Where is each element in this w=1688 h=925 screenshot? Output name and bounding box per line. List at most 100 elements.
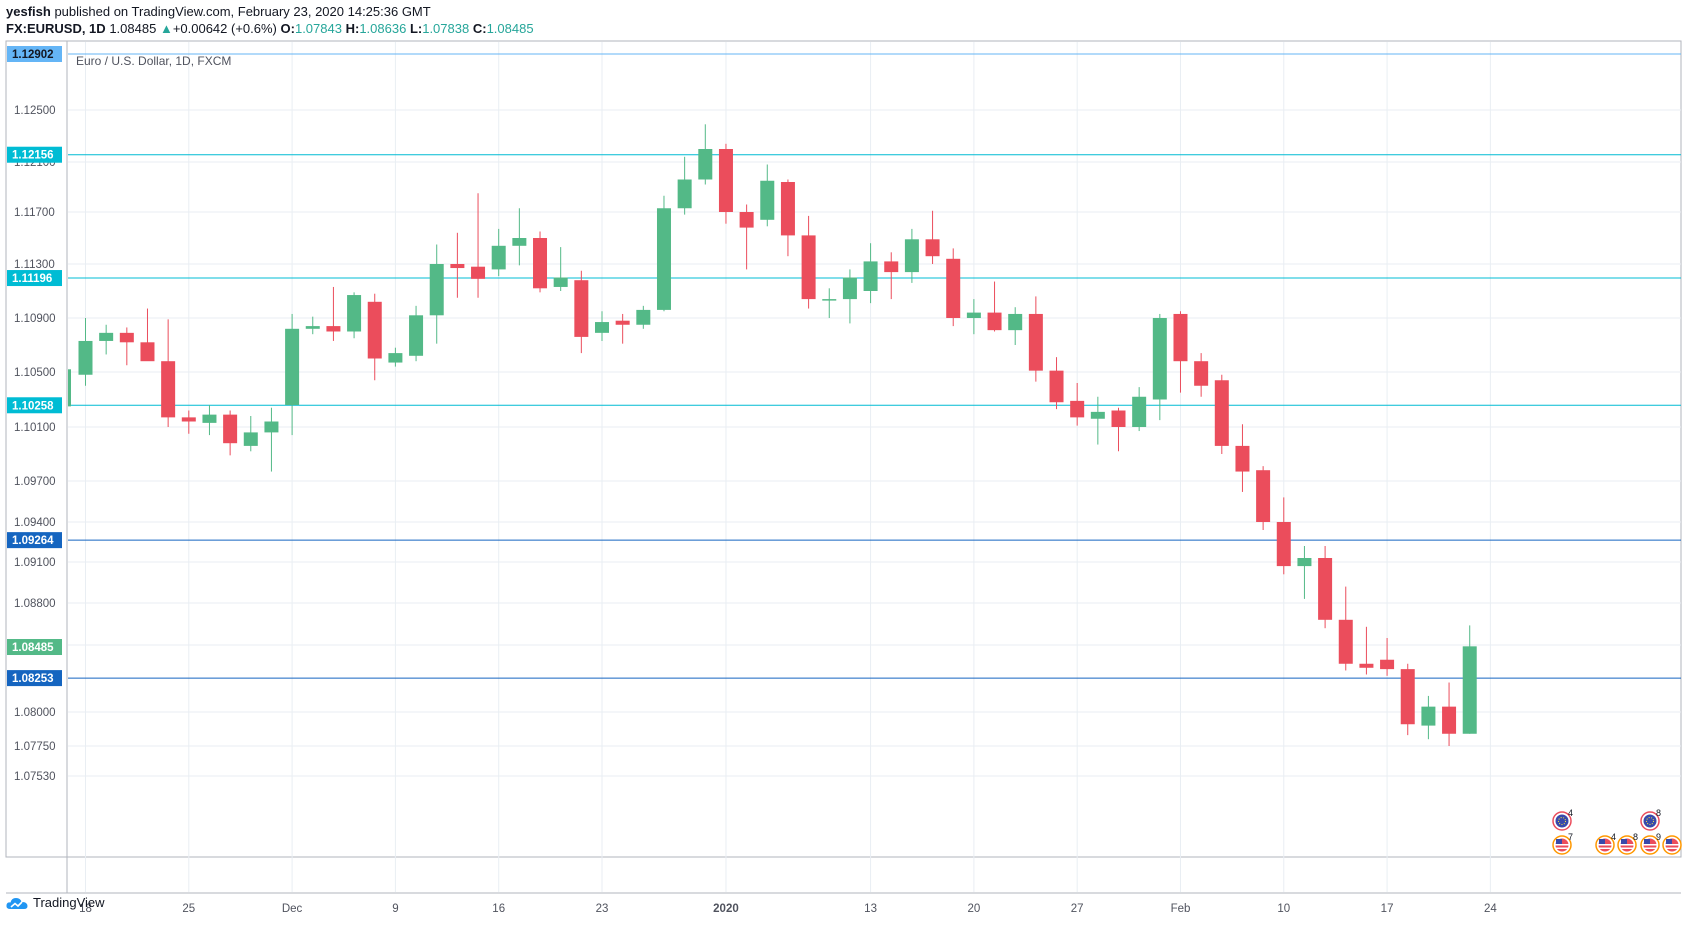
- chart-frame: [5, 40, 1682, 858]
- candle-body-down: [1380, 659, 1395, 670]
- candle-body-down: [1359, 663, 1374, 668]
- time-tick-label: 23: [596, 903, 609, 915]
- candle-body-down: [1256, 470, 1271, 522]
- candle-body-up: [822, 299, 837, 301]
- candle-body-up: [512, 238, 527, 246]
- price-tick-label: 1.10500: [14, 367, 56, 379]
- low-label: L:: [409, 21, 423, 36]
- price-tick-label: 1.09100: [14, 557, 56, 569]
- published-text: published on TradingView.com, February 2…: [54, 4, 431, 19]
- last-price-label: 1.08485: [12, 642, 54, 654]
- horizontal-line-price-label: 1.09264: [12, 535, 54, 547]
- candle-body-up: [1462, 646, 1477, 734]
- low-value: 1.07838: [422, 21, 470, 36]
- candle-body-up: [1008, 313, 1023, 331]
- candle-body-down: [574, 280, 589, 337]
- candle-body-down: [1318, 558, 1333, 620]
- price-axis: 1.125001.121001.117001.113001.109001.105…: [7, 46, 62, 783]
- horizontal-line-price-badge: [7, 270, 62, 287]
- candle-body-up: [904, 239, 919, 273]
- candle-body-up: [677, 179, 692, 209]
- high-label: H:: [345, 21, 360, 36]
- candle-body-up: [1421, 706, 1436, 726]
- eu-flag-icon[interactable]: 4: [1552, 808, 1573, 831]
- price-tick-label: 1.11700: [14, 207, 55, 219]
- event-count: 8: [1633, 832, 1638, 842]
- price-tick-label: 1.11300: [14, 259, 55, 271]
- grid-lines: [68, 42, 1681, 892]
- time-tick-label: 2020: [713, 903, 739, 915]
- event-count: 9: [1656, 832, 1661, 842]
- candle-body-up: [305, 326, 320, 329]
- time-tick-label: 25: [182, 903, 195, 915]
- tradingview-logo[interactable]: TradingView: [6, 895, 105, 910]
- candle-body-up: [388, 353, 403, 363]
- high-value: 1.08636: [359, 21, 407, 36]
- us-flag-icon[interactable]: 4: [1595, 832, 1616, 855]
- candle-body-down: [1400, 669, 1415, 725]
- candle-body-down: [780, 182, 795, 236]
- us-flag-icon[interactable]: [1662, 835, 1682, 855]
- symbol-name: FX:EURUSD, 1D: [6, 21, 106, 36]
- horizontal-line-price-label: 1.10258: [12, 400, 54, 412]
- candle-body-up: [656, 208, 671, 310]
- symbol-line: FX:EURUSD, 1D 1.08485 ▲+0.00642 (+0.6%) …: [6, 21, 534, 36]
- open-value: 1.07843: [294, 21, 342, 36]
- time-tick-label: 20: [967, 903, 980, 915]
- price-tick-label: 1.07750: [14, 741, 56, 753]
- price-tick-label: 1.08800: [14, 598, 56, 610]
- time-tick-label: 17: [1381, 903, 1394, 915]
- time-tick-label: 16: [492, 903, 505, 915]
- candle-body-up: [409, 315, 424, 356]
- price-tick-label: 1.07530: [14, 771, 56, 783]
- author-name[interactable]: yesfish: [6, 4, 51, 19]
- candle-body-up: [347, 295, 362, 332]
- candle-body-down: [1194, 361, 1209, 386]
- candle-body-down: [884, 261, 899, 273]
- us-flag-icon[interactable]: 9: [1640, 832, 1661, 855]
- candle-body-up: [202, 414, 217, 423]
- eu-flag-icon[interactable]: 8: [1640, 808, 1661, 831]
- candle-body-up: [553, 277, 568, 287]
- candle-body-up: [698, 149, 713, 180]
- horizontal-line-price-label: 1.11196: [12, 273, 52, 285]
- candle-body-down: [119, 332, 134, 343]
- candle-body-up: [863, 261, 878, 291]
- candle-body-down: [533, 238, 548, 289]
- horizontal-line-price-label: 1.12156: [12, 150, 54, 162]
- candle-body-up: [842, 277, 857, 300]
- candle-body-down: [925, 239, 940, 257]
- event-count: 8: [1656, 808, 1661, 818]
- candle-body-up: [636, 309, 651, 325]
- candle-body-down: [1338, 619, 1353, 664]
- candle-body-partial: [68, 369, 71, 407]
- price-tick-label: 1.12500: [14, 105, 56, 117]
- time-tick-label: 24: [1484, 903, 1497, 915]
- price-tick-label: 1.10900: [14, 313, 56, 325]
- event-count: 7: [1568, 832, 1573, 842]
- time-tick-label: 13: [864, 903, 877, 915]
- price-change: +0.00642 (+0.6%): [172, 21, 277, 36]
- us-flag-icon[interactable]: 7: [1552, 832, 1573, 855]
- candle-body-down: [946, 258, 961, 318]
- horizontal-line-price-label: 1.08253: [12, 673, 54, 685]
- chart-title: Euro / U.S. Dollar, 1D, FXCM: [76, 54, 231, 68]
- candle-body-up: [99, 332, 114, 341]
- candle-body-down: [326, 326, 341, 332]
- price-tick-label: 1.08000: [14, 707, 56, 719]
- last-price: 1.08485: [109, 21, 157, 36]
- close-label: C:: [472, 21, 487, 36]
- candle-body-up: [966, 312, 981, 318]
- us-flag-icon[interactable]: 8: [1617, 832, 1638, 855]
- candle-body-up: [491, 245, 506, 270]
- candle-body-down: [801, 235, 816, 300]
- candle-body-down: [1070, 400, 1085, 418]
- candle-body-down: [1028, 313, 1043, 371]
- candle-body-down: [1111, 410, 1126, 427]
- candle-body-down: [1235, 445, 1250, 472]
- candle-body-down: [450, 264, 465, 269]
- change-arrow-icon: ▲: [159, 21, 173, 36]
- economic-events[interactable]: 4 7 8 4 8 9: [1552, 808, 1682, 855]
- candle-body-up: [1132, 396, 1147, 427]
